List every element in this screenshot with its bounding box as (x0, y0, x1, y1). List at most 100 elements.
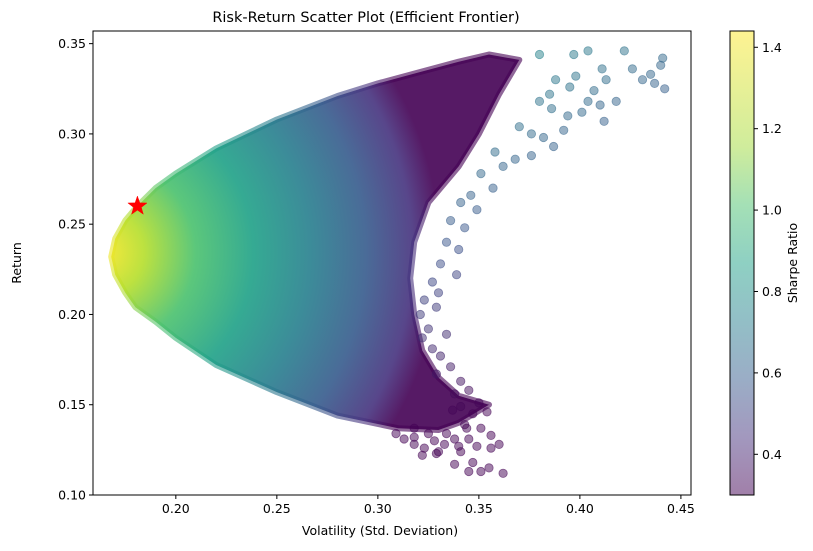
scatter-point (510, 154, 520, 164)
scatter-point (498, 161, 508, 171)
scatter-point (435, 351, 446, 361)
scatter-point (456, 376, 466, 386)
scatter-point (456, 401, 466, 412)
scatter-point (451, 270, 462, 280)
optimal-portfolio-marker (127, 195, 148, 215)
scatter-point (441, 428, 452, 439)
x-axis-ticks: 0.20 0.25 0.30 0.35 0.40 0.45 (162, 495, 695, 516)
scatter-point (494, 439, 504, 449)
scatter-point (419, 295, 429, 305)
scatter-point (433, 288, 444, 298)
scatter-point (464, 385, 474, 395)
scatter-point (391, 428, 401, 439)
colorbar-tick-label: 0.6 (762, 365, 782, 380)
scatter-point (544, 89, 555, 99)
scatter-point (637, 75, 648, 85)
plot-frame (92, 30, 692, 496)
scatter-point (559, 125, 569, 135)
scatter-point (464, 434, 474, 444)
scatter-point (649, 78, 660, 89)
scatter-point (589, 86, 599, 96)
scatter-cloud-area (108, 51, 523, 433)
x-axis-label: Volatility (Std. Deviation) (302, 523, 458, 538)
scatter-point (577, 107, 587, 117)
scatter-point (526, 151, 537, 161)
scatter-point (627, 64, 638, 74)
colorbar-tick-label: 0.4 (762, 447, 782, 462)
scatter-point (534, 49, 545, 60)
colorbar-tick-label: 1.0 (762, 203, 782, 218)
scatter-point (399, 434, 409, 444)
scatter-point (431, 369, 441, 379)
scatter-point (427, 277, 437, 287)
scatter-point (474, 398, 484, 408)
scatter-point (583, 96, 593, 107)
scatter-point (563, 111, 573, 121)
scatter-point (490, 147, 500, 157)
scatter-point (601, 75, 611, 85)
optimal-portfolio-star (127, 195, 148, 215)
scatter-point (550, 75, 561, 85)
colorbar-tick-label: 1.2 (762, 121, 782, 136)
scatter-point (468, 457, 478, 468)
scatter-points (391, 46, 670, 478)
scatter-point (660, 84, 670, 94)
scatter-point (486, 443, 496, 453)
y-tick-label: 0.30 (58, 126, 86, 141)
scatter-point (546, 104, 557, 114)
colorbar (729, 30, 755, 496)
scatter-point (441, 329, 452, 339)
x-tick-label: 0.35 (465, 501, 493, 516)
scatter-point (456, 197, 466, 208)
scatter-point (449, 389, 460, 399)
scatter-point (415, 309, 425, 320)
scatter-point (488, 183, 498, 193)
scatter-point (548, 141, 559, 152)
scatter-point (433, 447, 444, 457)
scatter-point (466, 190, 476, 200)
y-tick-label: 0.20 (58, 307, 86, 322)
chart-title: Risk-Return Scatter Plot (Efficient Fron… (212, 10, 519, 26)
scatter-point (441, 237, 452, 247)
scatter-point (445, 216, 456, 226)
y-tick-label: 0.35 (58, 36, 86, 51)
y-tick-label: 0.25 (58, 217, 86, 232)
y-axis-ticks: 0.10 0.15 0.20 0.25 0.30 0.35 (58, 36, 93, 503)
scatter-point (439, 439, 450, 449)
scatter-point (514, 122, 524, 132)
scatter-point (534, 96, 545, 107)
scatter-point (482, 407, 492, 417)
scatter-point (569, 49, 579, 60)
scatter-point (599, 116, 609, 126)
scatter-point (486, 430, 496, 440)
scatter-point (611, 96, 621, 107)
scatter-point (464, 466, 474, 477)
x-tick-label: 0.30 (364, 501, 392, 516)
scatter-point (431, 302, 441, 312)
scatter-point (595, 100, 605, 110)
scatter-point (526, 129, 537, 139)
scatter-point (468, 409, 478, 419)
scatter-point (619, 46, 629, 56)
y-tick-label: 0.15 (58, 397, 86, 412)
colorbar-tick-label: 0.8 (762, 284, 782, 299)
y-axis-label: Return (9, 242, 24, 283)
scatter-point (565, 82, 575, 92)
scatter-point (447, 405, 458, 415)
scatter-point (460, 223, 470, 233)
scatter-point (423, 428, 433, 439)
scatter-point (449, 459, 460, 469)
scatter-point (429, 436, 439, 446)
x-tick-label: 0.40 (566, 501, 594, 516)
scatter-point (409, 423, 419, 433)
scatter-point (472, 205, 482, 215)
scatter-point (454, 441, 464, 451)
scatter-point (484, 463, 494, 473)
scatter-cloud (108, 51, 523, 433)
scatter-point (498, 468, 508, 478)
scatter-point (538, 132, 549, 143)
colorbar-ticks: 0.4 0.6 0.8 1.0 1.2 1.4 (754, 40, 782, 462)
scatter-point (476, 169, 486, 179)
